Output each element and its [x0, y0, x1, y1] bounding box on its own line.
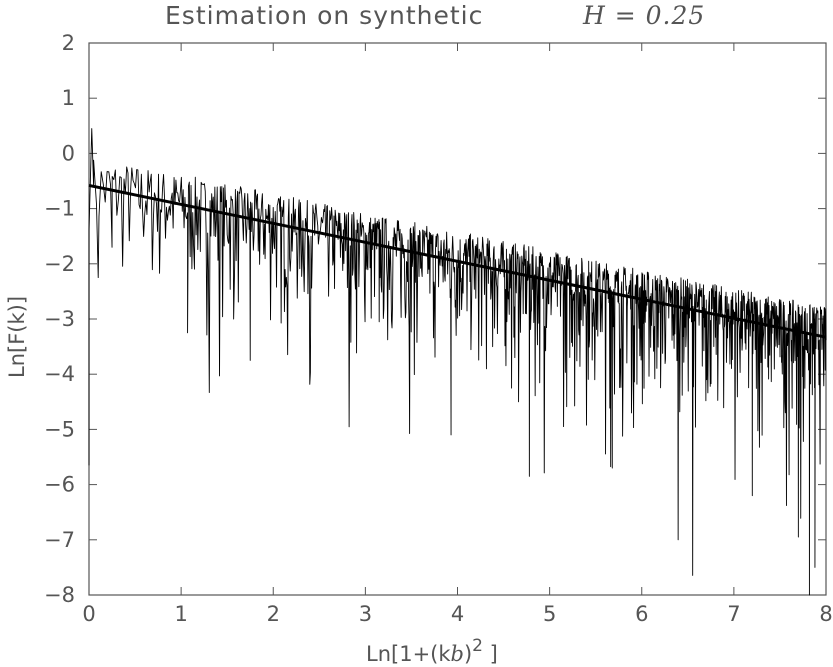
- chart-title-math: H = 0.25: [582, 1, 705, 30]
- series-layer: [88, 128, 827, 596]
- y-tick-label: −3: [44, 307, 75, 331]
- x-tick-label: 3: [359, 602, 372, 626]
- y-axis: −8 −7 −6 −5 −4 −3 −2 −1 0 1 2: [44, 31, 826, 607]
- chart-title: Estimation on synthetic: [165, 1, 483, 30]
- y-tick-label: 2: [62, 31, 75, 55]
- x-tick-label: 8: [819, 602, 832, 626]
- x-tick-label: 0: [82, 602, 95, 626]
- x-axis: 0 1 2 3 4 5 6 7 8: [82, 43, 833, 626]
- y-tick-label: −5: [44, 417, 75, 441]
- y-tick-label: −8: [44, 583, 75, 607]
- y-tick-label: 0: [62, 141, 75, 165]
- y-tick-label: −4: [44, 362, 75, 386]
- y-tick-label: 1: [62, 86, 75, 110]
- x-tick-label: 5: [543, 602, 556, 626]
- x-tick-label: 6: [635, 602, 648, 626]
- y-tick-label: −6: [44, 473, 75, 497]
- title: Estimation on synthetic H = 0.25: [165, 1, 705, 30]
- series-synthetic-spectrum: [88, 128, 827, 596]
- series-linear-fit: [88, 183, 827, 339]
- x-tick-label: 1: [174, 602, 187, 626]
- y-tick-label: −1: [44, 197, 75, 221]
- x-axis-label-post: ]: [483, 642, 498, 666]
- x-tick-label: 4: [451, 602, 464, 626]
- x-axis-label-pre: Ln[1+(k: [366, 642, 451, 666]
- y-tick-label: −2: [44, 252, 75, 276]
- y-tick-label: −7: [44, 528, 75, 552]
- x-tick-label: 7: [727, 602, 740, 626]
- x-axis-label-sup: 2: [472, 636, 483, 656]
- y-axis-label: Ln[F(k)]: [5, 296, 29, 378]
- x-axis-label-var: b: [451, 642, 464, 666]
- x-axis-label-mid: ): [464, 642, 472, 666]
- x-axis-label: Ln[1+(kb)2 ]: [366, 636, 498, 666]
- x-tick-label: 2: [267, 602, 280, 626]
